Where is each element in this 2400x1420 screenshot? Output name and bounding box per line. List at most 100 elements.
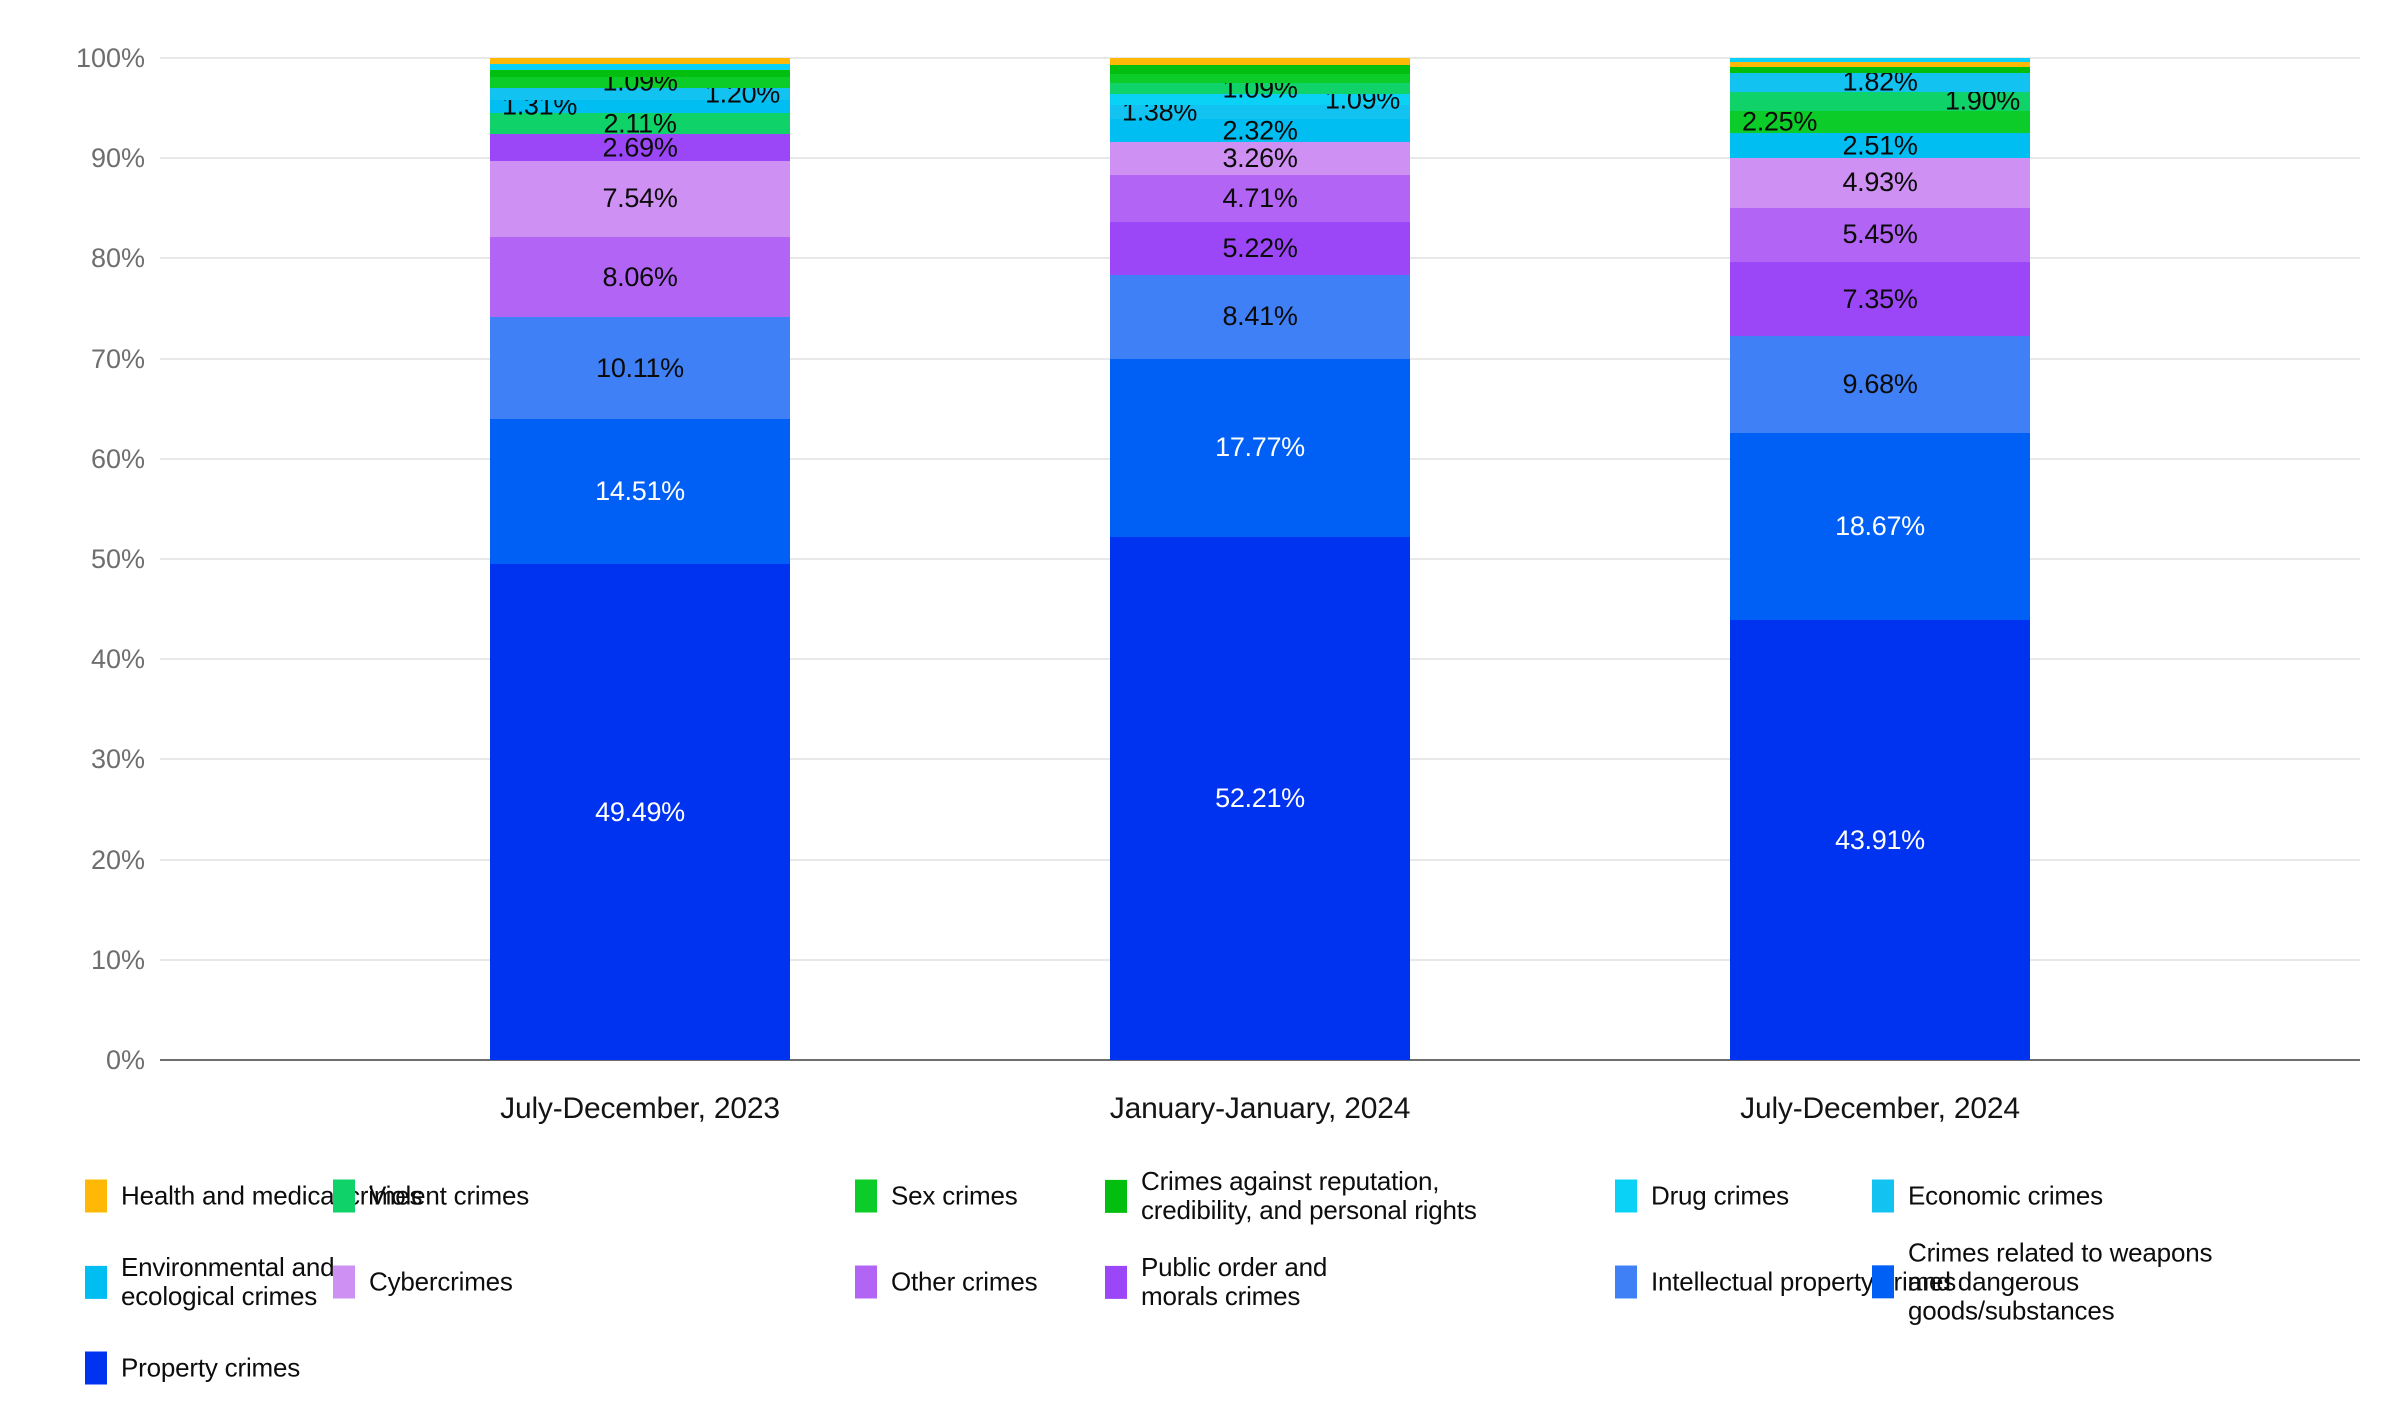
legend-swatch-weapons	[1872, 1265, 1894, 1299]
legend-label: Other crimes	[891, 1266, 1038, 1297]
segment-value-label: 10.11%	[596, 352, 684, 383]
segment-other: 5.45%	[1730, 207, 2030, 263]
legend-item-weapons[interactable]: Crimes related to weapons and dangerous …	[1872, 1238, 2258, 1325]
legend-swatch-cyber	[333, 1265, 355, 1299]
segment-health	[1110, 58, 1410, 66]
segment-other: 4.71%	[1110, 175, 1410, 223]
segment-intellectual: 8.41%	[1110, 274, 1410, 359]
y-tick-label-60%: 60%	[90, 443, 145, 474]
segment-value-label: 7.35%	[1842, 283, 1918, 314]
segment-environmental	[1730, 133, 2030, 159]
legend-swatch-economic	[1872, 1179, 1894, 1213]
legend-swatch-intellectual	[1615, 1265, 1637, 1299]
legend-item-health[interactable]: Health and medical crimes	[85, 1179, 423, 1213]
x-tick-label: July-December, 2023	[500, 1092, 780, 1125]
legend-label: Economic crimes	[1908, 1180, 2103, 1211]
segment-cyber: 3.26%	[1110, 142, 1410, 176]
segment-other: 8.06%	[490, 236, 790, 318]
segment-cyber: 7.54%	[490, 161, 790, 237]
y-tick-label-10%: 10%	[90, 944, 145, 975]
x-axis-line	[160, 1059, 2360, 1061]
legend-item-public_order[interactable]: Public order and morals crimes	[1105, 1251, 1401, 1311]
segment-drug	[1730, 58, 2030, 63]
legend-label: Property crimes	[121, 1352, 301, 1383]
segment-sex	[1110, 73, 1410, 84]
segment-environmental	[490, 99, 790, 113]
legend-item-drug[interactable]: Drug crimes	[1615, 1179, 1789, 1213]
segment-value-label: 18.67%	[1835, 510, 1925, 541]
segment-property: 43.91%	[1730, 620, 2030, 1060]
legend-label: Health and medical crimes	[121, 1180, 423, 1211]
segment-reputation	[1110, 65, 1410, 74]
legend-item-environmental[interactable]: Environmental and ecological crimes	[85, 1252, 421, 1311]
legend-item-economic[interactable]: Economic crimes	[1872, 1179, 2103, 1213]
legend-item-reputation[interactable]: Crimes against reputation, credibility, …	[1105, 1165, 1501, 1225]
segment-public_order	[490, 134, 790, 162]
legend-label: Public order and morals crimes	[1141, 1251, 1328, 1311]
legend-item-intellectual[interactable]: Intellectual property crimes	[1615, 1265, 1957, 1299]
legend-swatch-other	[855, 1265, 877, 1299]
legend-item-other[interactable]: Other crimes	[855, 1265, 1038, 1299]
segment-property: 49.49%	[490, 564, 790, 1060]
segment-value-label: 49.49%	[595, 796, 685, 827]
y-tick-label-30%: 30%	[90, 744, 145, 775]
segment-value-label: 8.06%	[602, 261, 678, 292]
legend-label: Crimes related to weapons and dangerous …	[1908, 1237, 2213, 1326]
y-tick-label-80%: 80%	[90, 243, 145, 274]
segment-economic	[1110, 105, 1410, 120]
segment-violent	[1110, 83, 1410, 95]
segment-weapons: 14.51%	[490, 418, 790, 565]
segment-value-label: 3.26%	[1222, 143, 1298, 174]
segment-economic	[1730, 73, 2030, 92]
segment-value-label: 5.45%	[1842, 219, 1918, 250]
segment-value-label: 7.54%	[602, 183, 678, 214]
segment-reputation	[1730, 67, 2030, 74]
segment-weapons: 18.67%	[1730, 432, 2030, 620]
segment-intellectual: 9.68%	[1730, 335, 2030, 433]
segment-violent	[1730, 91, 2030, 111]
legend-label: Intellectual property crimes	[1651, 1266, 1957, 1297]
segment-health	[490, 58, 790, 65]
y-tick-label-20%: 20%	[90, 844, 145, 875]
segment-reputation	[490, 70, 790, 77]
y-tick-label-70%: 70%	[90, 343, 145, 374]
segment-drug	[1110, 94, 1410, 106]
segment-value-label: 17.77%	[1215, 432, 1305, 463]
segment-value-label: 5.22%	[1222, 232, 1298, 263]
x-tick-label: July-December, 2024	[1740, 1092, 2020, 1125]
segment-value-label: 43.91%	[1835, 824, 1925, 855]
segment-public_order: 7.35%	[1730, 262, 2030, 336]
legend-label: Violent crimes	[369, 1180, 530, 1211]
segment-cyber: 4.93%	[1730, 158, 2030, 208]
x-tick-label: January-January, 2024	[1109, 1092, 1411, 1125]
legend-swatch-reputation	[1105, 1179, 1127, 1213]
segment-sex	[490, 76, 790, 88]
y-tick-label-0%: 0%	[105, 1045, 145, 1075]
legend-item-violent[interactable]: Violent crimes	[333, 1179, 530, 1213]
y-tick-label-50%: 50%	[90, 544, 145, 574]
segment-value-label: 9.68%	[1842, 368, 1918, 399]
bar-july-december-2024: 43.91% 18.67% 9.68% 7.35% 5.45% 4.93% 2.51% 2.2…	[1730, 0, 2030, 1060]
y-tick-label-90%: 90%	[90, 143, 145, 174]
segment-environmental	[1110, 119, 1410, 143]
legend-item-sex[interactable]: Sex crimes	[855, 1179, 1018, 1213]
legend-swatch-environmental	[85, 1265, 107, 1299]
legend-swatch-sex	[855, 1179, 877, 1213]
legend-swatch-drug	[1615, 1179, 1637, 1213]
legend-label: Sex crimes	[891, 1180, 1018, 1211]
legend-swatch-violent	[333, 1179, 355, 1213]
segment-value-label: 52.21%	[1215, 782, 1305, 813]
bar-july-december-2023: 49.49% 14.51% 10.11% 8.06% 7.54% 2.69% 2.11% 1.…	[490, 0, 790, 1060]
segment-value-label: 14.51%	[595, 475, 685, 506]
legend-swatch-health	[85, 1179, 107, 1213]
legend-item-property[interactable]: Property crimes	[85, 1351, 301, 1385]
y-tick-label-40%: 40%	[90, 644, 145, 675]
legend-item-cyber[interactable]: Cybercrimes	[333, 1265, 513, 1299]
legend-label: Crimes against reputation, credibility, …	[1141, 1165, 1477, 1225]
segment-public_order: 5.22%	[1110, 222, 1410, 275]
legend-swatch-public_order	[1105, 1265, 1127, 1299]
legend-label: Drug crimes	[1651, 1180, 1789, 1211]
segment-value-label: 4.71%	[1222, 183, 1298, 214]
segment-drug	[490, 64, 790, 71]
